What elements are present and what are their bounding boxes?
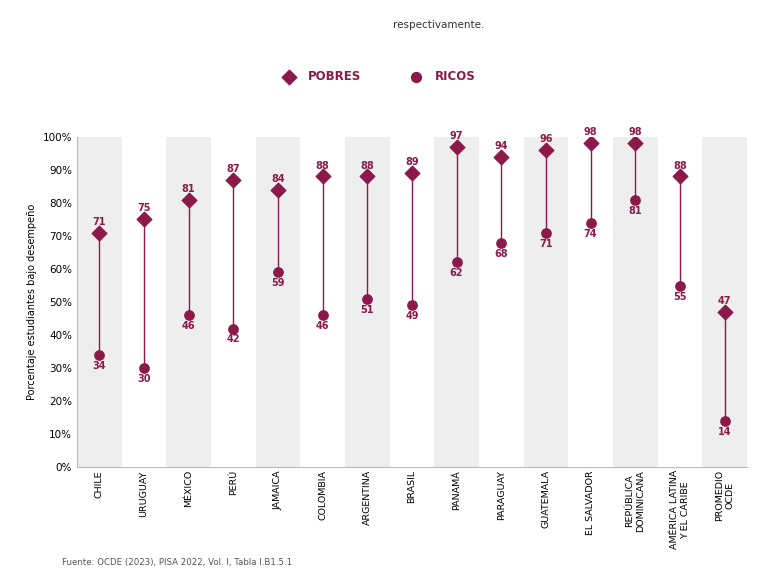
Text: 81: 81 [182,184,196,194]
Text: 88: 88 [673,161,687,170]
Text: 75: 75 [137,203,151,214]
Point [406,169,418,178]
Text: 55: 55 [673,291,687,302]
Point [283,72,295,82]
Bar [702,137,747,467]
Text: 98: 98 [584,128,598,137]
Point [674,172,686,181]
Text: 51: 51 [360,305,374,315]
Bar [479,137,524,467]
Point [629,139,641,148]
Bar [613,137,658,467]
Text: 49: 49 [405,311,419,321]
Bar [345,137,390,467]
Point [227,324,239,333]
Text: 98: 98 [628,128,642,137]
Bar [524,137,568,467]
Bar [434,137,479,467]
Bar [256,137,300,467]
Point [495,238,507,247]
Text: 46: 46 [182,321,196,331]
Point [540,145,552,154]
Point [316,311,329,320]
Point [316,172,329,181]
Text: 74: 74 [584,229,598,239]
Text: 94: 94 [494,141,508,150]
Text: 34: 34 [92,361,106,371]
Text: POBRES: POBRES [308,71,361,83]
Point [361,172,373,181]
Point [182,311,195,320]
Text: 84: 84 [271,174,285,184]
Text: 81: 81 [628,206,642,215]
Bar [166,137,211,467]
Text: 46: 46 [316,321,330,331]
Bar [77,137,122,467]
Bar [211,137,256,467]
Text: 89: 89 [405,157,419,167]
Point [718,417,731,426]
Text: Bajo desempeño en matemáticas según nivel socioeconómico, PISA 2022: Bajo desempeño en matemáticas según nive… [130,101,678,114]
Point [450,142,463,151]
Point [584,218,597,227]
Point [629,195,641,204]
Point [584,139,597,148]
Y-axis label: Porcentaje estudiantes bajo desempeño: Porcentaje estudiantes bajo desempeño [27,204,37,400]
Point [495,152,507,161]
Point [182,195,195,204]
Text: 71: 71 [539,239,553,249]
Text: 14: 14 [718,427,731,437]
Point [540,228,552,237]
Point [361,294,373,303]
Bar [122,137,166,467]
Text: 62: 62 [450,268,464,278]
Text: 88: 88 [316,161,330,170]
Bar [568,137,613,467]
Point [93,228,105,237]
Bar [390,137,434,467]
Text: respectivamente.: respectivamente. [393,20,484,30]
Point [718,307,731,316]
Text: 42: 42 [226,335,240,344]
Text: 71: 71 [92,217,106,227]
Text: RICOS: RICOS [435,71,476,83]
Point [406,301,418,310]
Text: 47: 47 [718,296,731,306]
Text: 96: 96 [539,134,553,144]
Point [138,215,150,224]
Text: 88: 88 [360,161,374,170]
Point [272,185,284,194]
Text: Fuente: OCDE (2023), PISA 2022, Vol. I, Tabla I.B1.5.1: Fuente: OCDE (2023), PISA 2022, Vol. I, … [62,558,292,567]
Bar [300,137,345,467]
Text: 87: 87 [226,164,240,174]
Point [450,258,463,267]
Point [272,268,284,277]
Text: 59: 59 [271,278,285,288]
Bar [658,137,702,467]
Point [674,281,686,290]
Point [410,72,422,82]
Point [227,175,239,184]
Text: 68: 68 [494,249,508,259]
Text: 97: 97 [450,131,464,141]
Point [138,364,150,373]
Point [93,351,105,360]
Text: 30: 30 [137,374,151,384]
